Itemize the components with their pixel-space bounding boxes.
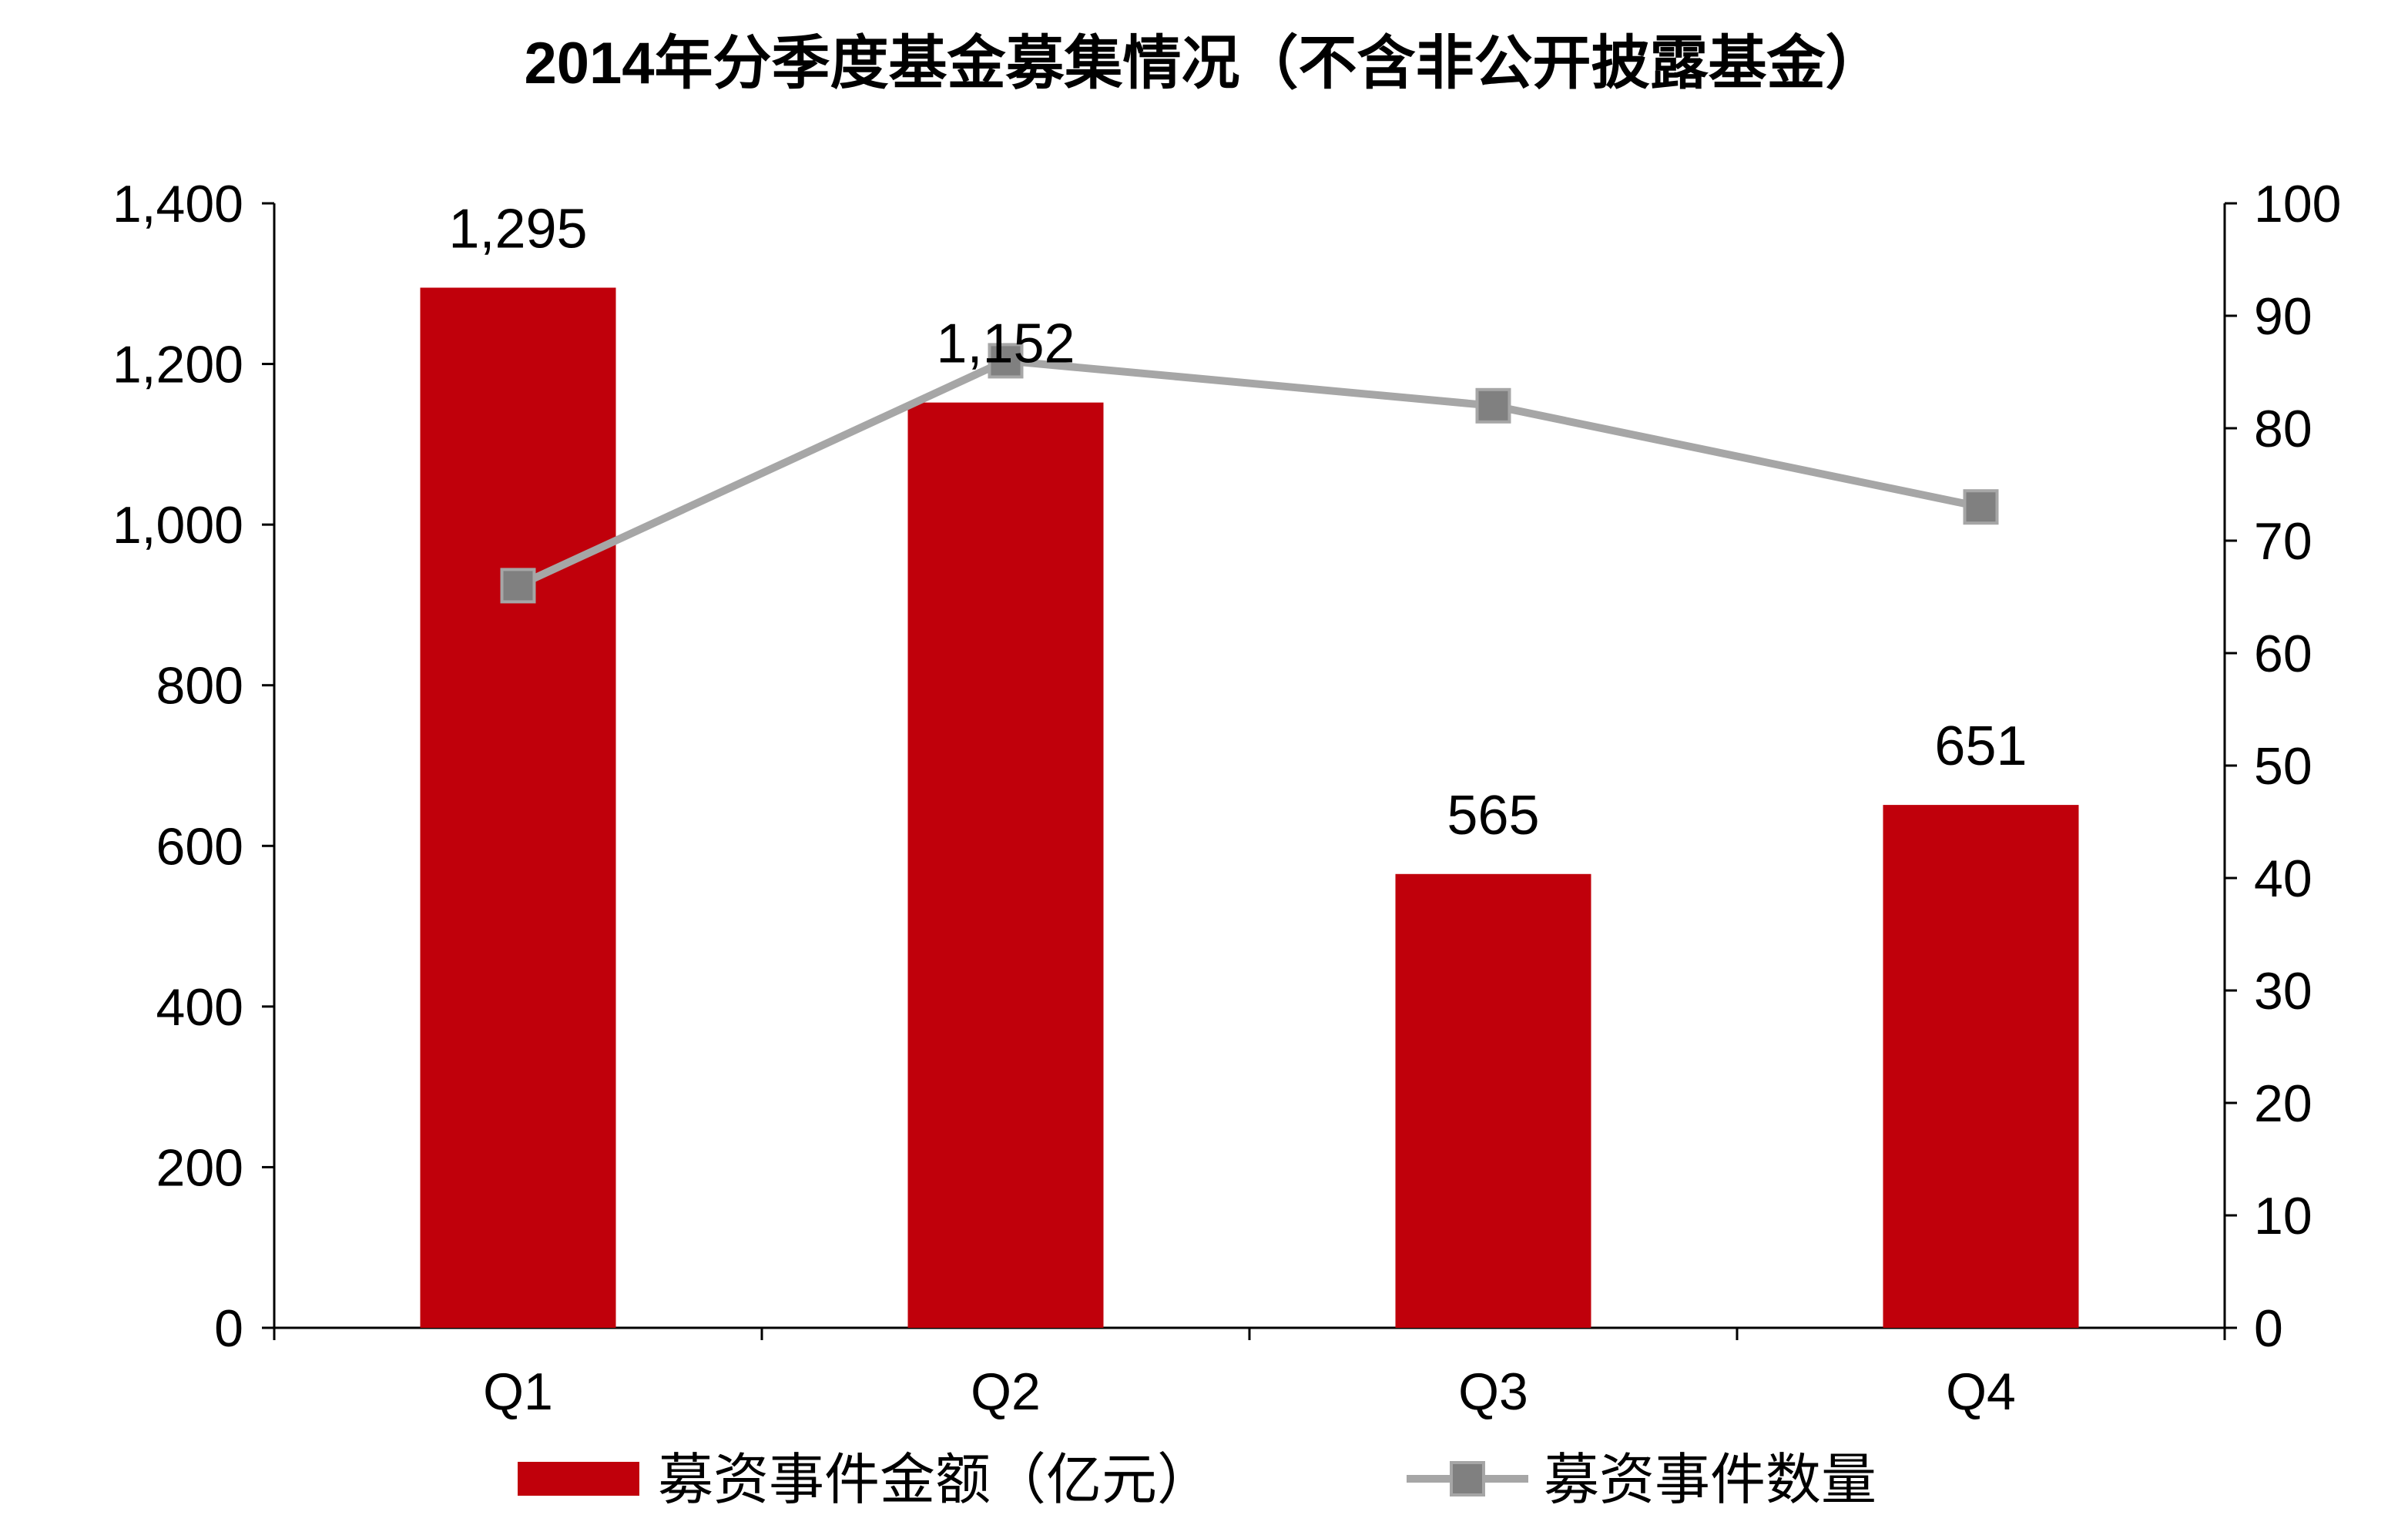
y-right-tick-label: 60	[2254, 625, 2312, 683]
line-series	[500, 343, 1999, 604]
y-right-tick-label: 70	[2254, 512, 2312, 571]
line-point	[500, 568, 536, 604]
x-tick-label: Q4	[1946, 1362, 2016, 1421]
bar	[1395, 873, 1591, 1328]
bar-data-label: 651	[1934, 716, 2027, 777]
y-left-tick-label: 400	[156, 978, 243, 1037]
y-left-tick-label: 0	[214, 1299, 243, 1358]
chart-title: 2014年分季度基金募集情况（不含非公开披露基金）	[524, 31, 1883, 96]
y-left-tick-label: 600	[156, 817, 243, 876]
y-right-tick-label: 80	[2254, 400, 2312, 458]
bar-data-label: 1,152	[936, 313, 1075, 375]
axes: 0 200 400 600 800 1,000 1,200 1,400 0 10 20 30 40 50 6…	[112, 175, 2342, 1421]
bar	[907, 402, 1104, 1328]
y-right-tick-label: 100	[2254, 175, 2341, 233]
y-right-tick-label: 50	[2254, 737, 2312, 796]
y-left-tick-label: 200	[156, 1138, 243, 1197]
y-right-tick-label: 40	[2254, 850, 2312, 908]
y-right-tick-label: 30	[2254, 962, 2312, 1021]
legend-swatch-marker	[1450, 1461, 1485, 1496]
bar-data-label: 565	[1447, 785, 1539, 846]
legend: 募资事件金额（亿元） 募资事件数量	[518, 1450, 1876, 1511]
y-right-tick-label: 90	[2254, 287, 2312, 346]
y-right-tick-label: 0	[2254, 1299, 2283, 1358]
x-tick-label: Q1	[483, 1362, 553, 1421]
y-left-tick-label: 1,200	[112, 336, 243, 394]
legend-label-count: 募资事件数量	[1544, 1450, 1876, 1511]
line-point	[988, 343, 1024, 379]
legend-swatch-bar	[518, 1462, 639, 1496]
y-right-tick-label: 20	[2254, 1074, 2312, 1133]
bar	[1883, 805, 2079, 1328]
legend-label-amount: 募资事件金额（亿元）	[658, 1450, 1212, 1511]
y-left-tick-label: 800	[156, 657, 243, 716]
y-right-tick-label: 10	[2254, 1187, 2312, 1245]
line-point	[1475, 387, 1511, 424]
bar	[420, 287, 616, 1328]
data-labels: 1,295 1,152 565 651	[448, 199, 2027, 846]
line-path	[516, 357, 1982, 589]
bar-data-label: 1,295	[448, 199, 587, 260]
bar-series	[420, 287, 2079, 1328]
line-point	[1963, 489, 1999, 525]
x-tick-label: Q2	[971, 1362, 1041, 1421]
x-tick-label: Q3	[1458, 1362, 1528, 1421]
y-left-tick-label: 1,400	[112, 175, 243, 233]
y-left-tick-label: 1,000	[112, 496, 243, 555]
